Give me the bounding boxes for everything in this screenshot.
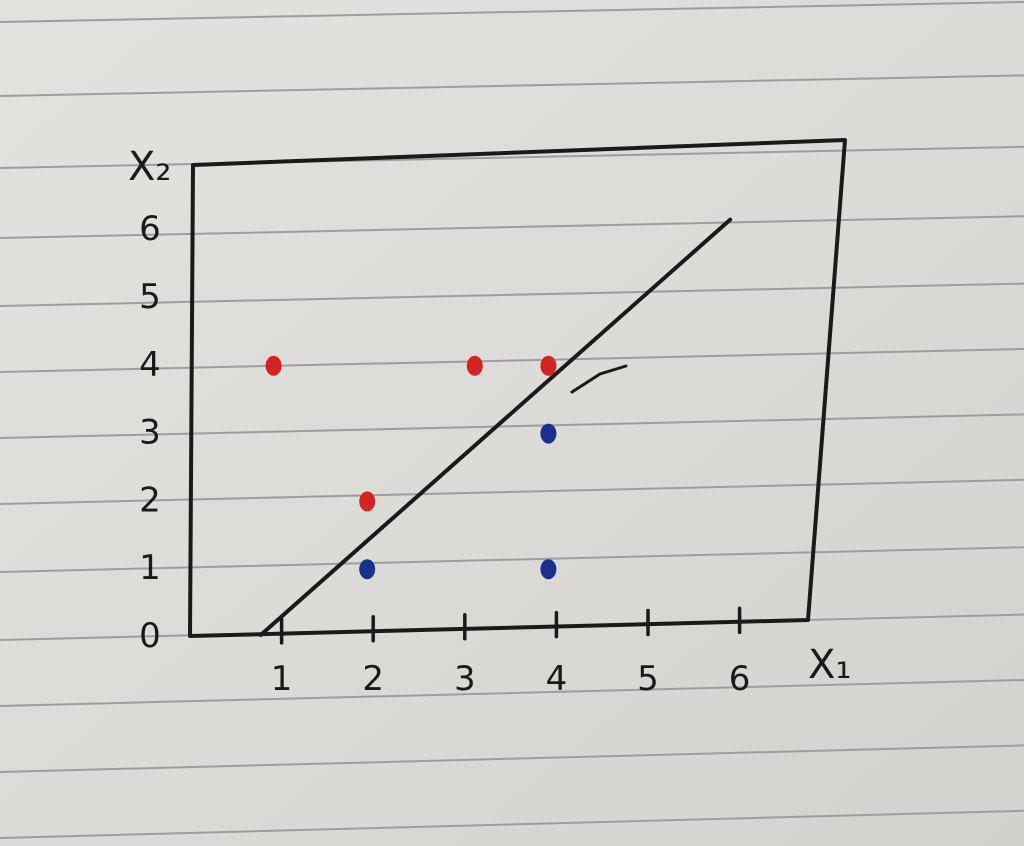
- ruled-line: [0, 679, 1024, 707]
- ruled-line: [0, 215, 1024, 239]
- y-axis-label: X₂: [128, 144, 171, 190]
- x-tick-label: 2: [362, 659, 384, 699]
- ruled-line: [0, 282, 1024, 307]
- blue-point: [540, 559, 557, 580]
- ruled-line: [0, 413, 1024, 439]
- ruled-line: [0, 546, 1024, 573]
- blue-point: [540, 423, 557, 444]
- ruled-line: [0, 145, 1024, 169]
- y-ticks: 0 1 2 3 4 5 6: [139, 209, 161, 656]
- plot-frame: [188, 138, 847, 638]
- decision-line: [258, 217, 733, 637]
- x-tick-label: 4: [546, 659, 568, 699]
- y-tick-label: 4: [139, 345, 161, 385]
- x-axis-label: X₁: [808, 642, 851, 688]
- x-ticks: 1 2 3 4 5 6: [271, 606, 751, 699]
- blue-point: [359, 559, 376, 580]
- data-points: [265, 355, 557, 580]
- ruled-line: [0, 348, 1024, 373]
- y-tick-label: 3: [139, 413, 161, 453]
- x-tick-label: 3: [454, 659, 476, 699]
- ruled-line: [0, 809, 1024, 839]
- x-tick-label: 5: [637, 659, 659, 699]
- ruled-line: [0, 744, 1024, 773]
- ruled-line: [0, 1, 1024, 23]
- red-point: [265, 355, 282, 376]
- red-point: [466, 355, 483, 376]
- ruled-line: [0, 478, 1024, 505]
- x-tick-label: 6: [729, 659, 751, 699]
- red-point: [359, 491, 376, 512]
- red-point: [540, 355, 557, 376]
- y-tick-label: 0: [139, 616, 161, 656]
- y-tick-label: 1: [139, 548, 161, 588]
- line-retrace-mark: [570, 364, 628, 394]
- x-tick-label: 1: [271, 659, 293, 699]
- y-tick-label: 2: [139, 480, 161, 520]
- ruled-line: [0, 74, 1024, 97]
- y-tick-label: 5: [139, 277, 161, 317]
- y-tick-label: 6: [139, 209, 161, 249]
